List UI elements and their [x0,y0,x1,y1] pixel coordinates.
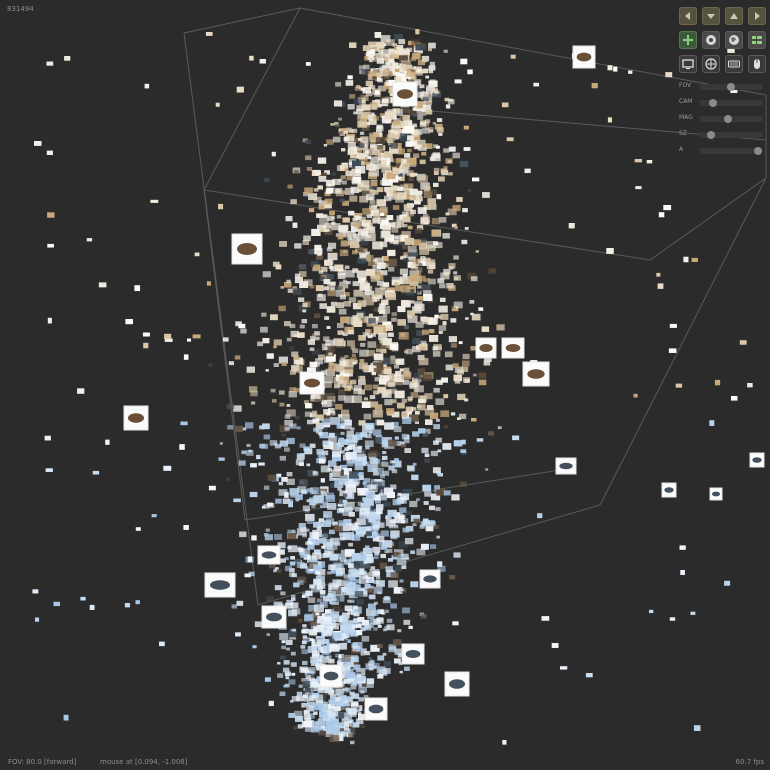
thumbnail-subject [210,580,230,590]
slider-fov[interactable]: FOV [679,82,765,92]
arrow-left-icon [685,12,690,20]
thumbnail-subject [261,551,277,559]
thumbnail-subject [559,462,573,470]
mouse-icon [754,59,760,69]
target-button[interactable] [702,31,720,49]
thumbnail-subject [479,344,493,352]
thumbnail-subject [128,413,144,423]
point-count-readout: 831494 [7,5,34,13]
keyboard-icon [728,60,740,68]
fps-readout: 60.7 fps [735,758,764,766]
large-thumbnail-layer [123,45,765,721]
slider-a[interactable]: A [679,146,765,156]
nav-up-button[interactable] [725,7,743,25]
slider-knob[interactable] [753,147,762,155]
arrow-up-icon [730,13,738,19]
disc-icon [706,35,716,45]
slider-label: A [679,146,684,153]
nav-left-button[interactable] [679,7,697,25]
plus-icon [683,35,693,45]
slider-label: MAG [679,114,693,121]
thumbnail-subject [237,243,257,255]
grid-icon [752,36,762,44]
grid-button[interactable] [748,31,766,49]
slider-track[interactable] [699,131,763,139]
image-thumbnail-cloud [32,29,753,745]
fov-status-text: FOV: 80.0 [forward] [8,758,77,766]
mouse-button[interactable] [748,55,766,73]
thumbnail-subject [527,369,545,379]
slider-label: SZ [679,130,687,137]
slider-sz[interactable]: SZ [679,130,765,140]
slider-track[interactable] [699,115,763,123]
mouse-position-text: mouse at [0.094, -1.008] [100,758,188,766]
thumbnail-subject [505,344,521,352]
thumbnail-subject [423,575,437,583]
thumbnail-subject [323,671,339,681]
thumbnail-subject [304,378,320,388]
thumbnail-subject [752,457,762,463]
nav-down-button[interactable] [702,7,720,25]
slider-knob[interactable] [724,115,733,123]
arrow-down-icon [707,14,715,19]
slider-cam[interactable]: CAM [679,98,765,108]
thumbnail-subject [405,650,421,658]
slider-knob[interactable] [727,83,735,91]
thumbnail-subject [266,612,282,622]
globe-icon [729,35,739,45]
thumbnail-subject [664,487,674,493]
globe-button[interactable] [725,31,743,49]
gamepad-icon [705,58,717,70]
add-button[interactable] [679,31,697,49]
thumbnail-subject [397,89,413,99]
slider-knob[interactable] [708,99,717,107]
nav-right-button[interactable] [748,7,766,25]
monitor-icon [682,59,694,69]
slider-knob[interactable] [707,131,716,139]
display-button[interactable] [679,55,697,73]
gamepad-button[interactable] [702,55,720,73]
arrow-right-icon [755,12,760,20]
thumbnail-subject [449,679,465,689]
slider-track[interactable] [699,99,763,107]
slider-track[interactable] [699,147,763,155]
slider-label: FOV [679,82,692,89]
thumbnail-subject [712,491,720,497]
slider-mag[interactable]: MAG [679,114,765,124]
thumbnail-subject [576,52,592,62]
slider-track[interactable] [699,83,763,91]
keyboard-button[interactable] [725,55,743,73]
slider-label: CAM [679,98,693,105]
thumbnail-subject [368,704,384,714]
